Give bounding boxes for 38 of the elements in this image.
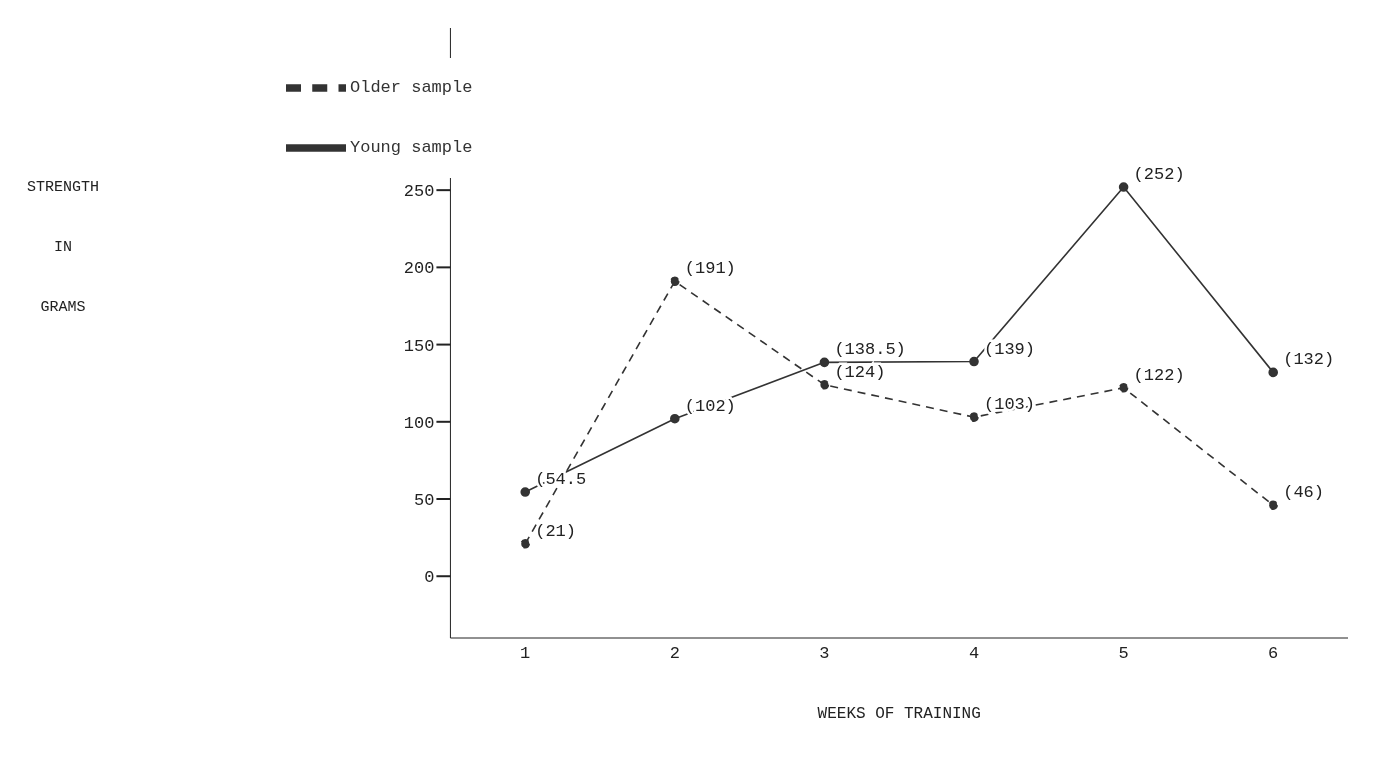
x-tick-label: 6 <box>1268 644 1279 664</box>
x-tick-label: 5 <box>1118 644 1129 664</box>
data-label: (139) <box>984 339 1036 359</box>
y-tick-label: 100 <box>403 413 435 433</box>
y-tick-label: 250 <box>403 182 435 202</box>
point <box>1268 500 1278 510</box>
point <box>819 379 830 390</box>
x-tick-label: 2 <box>669 644 680 664</box>
x-tick-label: 1 <box>520 644 531 664</box>
point <box>670 276 680 287</box>
data-label: (46) <box>1283 483 1325 503</box>
y-tick-label: 200 <box>403 259 435 279</box>
x-axis-title: WEEKS OF TRAINING <box>817 705 981 723</box>
data-label: (252) <box>1133 165 1185 185</box>
data-label: (103) <box>984 395 1036 415</box>
text: STRENGTH IN GRAMS <box>26 179 99 316</box>
point <box>969 356 979 367</box>
legend-label: Young sample <box>350 138 473 158</box>
data-label: (191) <box>684 259 736 279</box>
point <box>819 357 830 368</box>
point <box>1118 182 1129 192</box>
data-label: (138.5) <box>834 340 906 360</box>
point <box>670 413 680 424</box>
point <box>969 412 979 422</box>
point <box>520 539 531 549</box>
data-label: (21) <box>535 521 577 541</box>
data-label: (132) <box>1283 350 1335 370</box>
data-label: (124) <box>834 362 886 382</box>
point <box>1268 367 1278 378</box>
y-tick-label: 150 <box>403 336 435 356</box>
y-tick-label: 50 <box>414 491 435 511</box>
x-tick-label: 4 <box>968 644 980 664</box>
data-label: (122) <box>1133 365 1185 385</box>
y-tick-label: 0 <box>424 568 435 588</box>
x-tick-label: 3 <box>819 644 830 664</box>
point <box>1118 383 1129 393</box>
point <box>520 487 531 497</box>
legend-label: Older sample <box>350 78 473 98</box>
